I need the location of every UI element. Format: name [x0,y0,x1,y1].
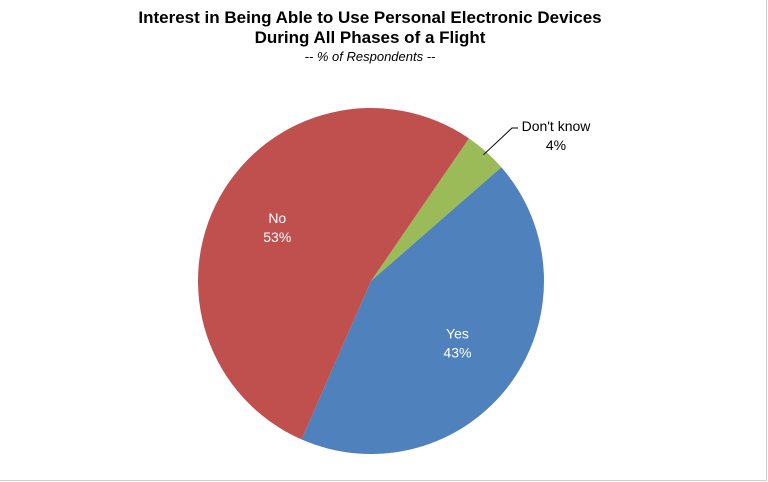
slice-label-yes: Yes 43% [443,325,471,360]
slice-label-no: No 53% [263,210,291,245]
slice-value-dont-know: 4% [546,137,566,153]
slice-name-no: No [268,210,286,226]
pie-slice-yes [301,167,544,455]
slice-value-yes: 43% [443,344,471,360]
pie-slice-no [198,108,469,440]
chart-subtitle: -- % of Respondents -- [304,49,436,64]
slice-name-dont-know: Don't know [522,118,592,134]
slice-label-dont-know: Don't know 4% [483,118,592,156]
chart-title-line-1: Interest in Being Able to Use Personal E… [138,8,602,27]
slice-value-no: 53% [263,229,291,245]
leader-line-dont-know [483,127,518,156]
pie-slice-dont-know [371,138,502,281]
chart-title-line-2: During All Phases of a Flight [254,28,486,47]
slice-name-yes: Yes [446,325,469,341]
